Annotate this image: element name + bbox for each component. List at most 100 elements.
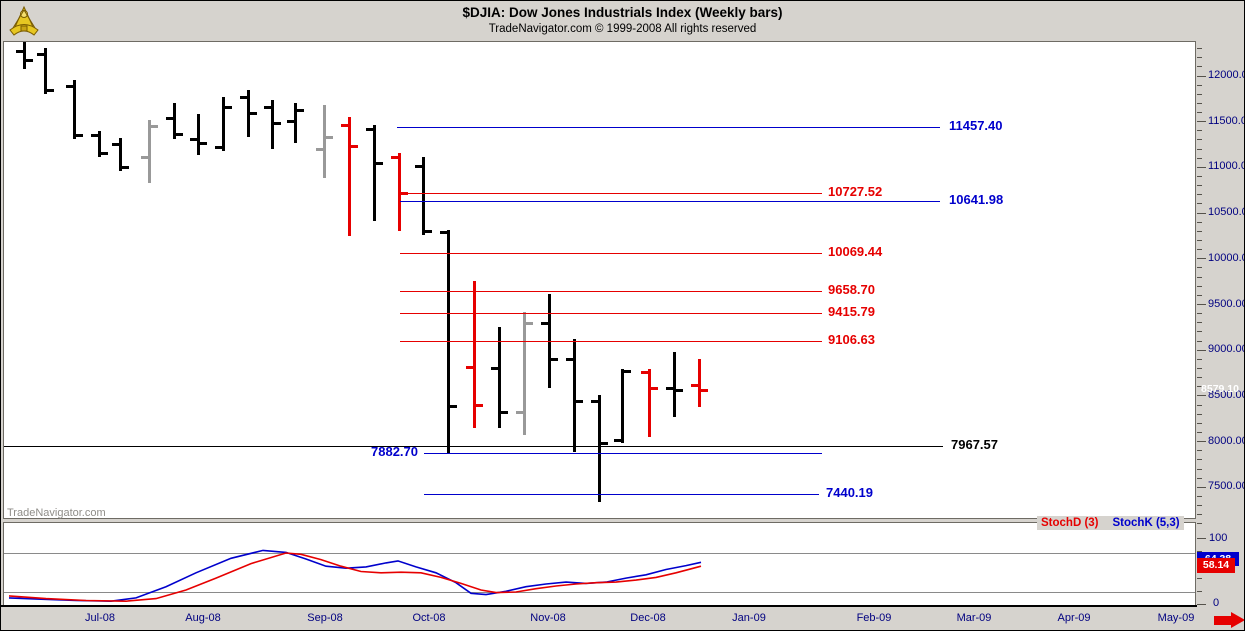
ohlc-bar-stem	[621, 369, 624, 443]
ohlc-close-tick	[501, 411, 508, 415]
ohlc-close-tick	[701, 388, 708, 392]
ohlc-close-tick	[200, 141, 207, 145]
level-line	[400, 290, 822, 292]
ohlc-close-tick	[526, 321, 533, 325]
ohlc-bar-stem	[473, 280, 476, 428]
ohlc-bar-stem	[398, 152, 401, 232]
axis-price-label: 11000.0	[1208, 160, 1245, 173]
level-label: 7440.19	[826, 484, 873, 500]
axis-minor-tick	[1197, 422, 1202, 424]
ohlc-close-tick	[676, 388, 683, 392]
axis-price-label: 7500.00	[1208, 480, 1245, 493]
axis-minor-tick	[1197, 523, 1202, 525]
level-line	[424, 493, 819, 495]
axis-price-label: 8500.00	[1208, 388, 1245, 401]
axis-minor-tick	[1197, 157, 1202, 159]
ohlc-open-tick	[37, 53, 44, 57]
axis-minor-tick	[1197, 377, 1202, 379]
axis-minor-tick	[1197, 367, 1202, 369]
axis-major-tick	[1197, 486, 1206, 488]
ohlc-open-tick	[366, 128, 373, 132]
axis-minor-tick	[1197, 194, 1202, 196]
axis-minor-tick	[1197, 267, 1202, 269]
axis-minor-tick	[1197, 48, 1202, 50]
axis-major-tick	[1197, 441, 1206, 443]
scroll-right-arrow-icon[interactable]	[1214, 616, 1231, 625]
axis-minor-tick	[1197, 139, 1202, 141]
axis-minor-tick	[1197, 413, 1202, 415]
ohlc-close-tick	[450, 405, 457, 409]
time-axis-label: May-09	[1157, 612, 1195, 624]
level-line	[400, 253, 822, 255]
ohlc-bar-stem	[23, 42, 26, 69]
stoch-axis-tick	[1197, 604, 1206, 605]
ohlc-close-tick	[122, 165, 129, 169]
ohlc-bar-stem	[222, 97, 225, 152]
axis-minor-tick	[1197, 57, 1202, 59]
chart-subtitle: TradeNavigator.com © 1999-2008 All right…	[488, 23, 757, 35]
ohlc-bar-stem	[197, 114, 200, 155]
ohlc-bar-stem	[573, 339, 576, 452]
ohlc-bar-stem	[698, 359, 701, 407]
ohlc-open-tick	[264, 106, 271, 110]
axis-minor-tick	[1197, 495, 1202, 497]
ohlc-close-tick	[274, 121, 281, 125]
time-axis-label: Sep-08	[307, 612, 343, 624]
ohlc-open-tick	[591, 400, 598, 404]
ohlc-open-tick	[691, 384, 698, 388]
axis-minor-tick	[1197, 230, 1202, 232]
axis-minor-tick	[1197, 450, 1202, 452]
ohlc-bar-stem	[44, 47, 47, 95]
level-label: 9658.70	[828, 281, 875, 297]
time-axis-label: Jul-08	[85, 612, 115, 624]
scroll-right-arrowhead-icon[interactable]	[1231, 612, 1244, 628]
ohlc-open-tick	[316, 148, 323, 152]
ohlc-bar-stem	[247, 89, 250, 138]
axis-major-tick	[1197, 75, 1206, 77]
stoch-axis-label-100: 100	[1209, 531, 1228, 544]
level-line	[400, 193, 822, 195]
ohlc-open-tick	[341, 124, 348, 128]
ohlc-close-tick	[26, 58, 33, 62]
stochastic-legend: StochD (3) StochK (5,3)	[1037, 516, 1184, 530]
ohlc-close-tick	[576, 400, 583, 404]
time-axis-label: Aug-08	[185, 612, 221, 624]
ohlc-close-tick	[376, 161, 383, 165]
level-line	[424, 453, 822, 455]
ohlc-open-tick	[190, 138, 197, 142]
axis-major-tick	[1197, 349, 1206, 351]
axis-minor-tick	[1197, 130, 1202, 132]
axis-minor-tick	[1197, 102, 1202, 104]
axis-major-tick	[1197, 304, 1206, 305]
axis-minor-tick	[1197, 93, 1202, 95]
legend-stochd[interactable]: StochD (3)	[1041, 517, 1099, 529]
stoch-axis-tick	[1197, 577, 1202, 579]
level-label: 7967.57	[951, 436, 998, 452]
level-line	[4, 445, 943, 447]
axis-minor-tick	[1197, 404, 1202, 406]
ohlc-close-tick	[476, 404, 483, 408]
axis-minor-tick	[1197, 66, 1202, 68]
level-label: 10727.52	[828, 184, 883, 200]
legend-stochk[interactable]: StochK (5,3)	[1112, 517, 1180, 529]
trade-navigator-logo-icon[interactable]	[6, 5, 42, 44]
axis-minor-tick	[1197, 84, 1202, 86]
ohlc-open-tick	[16, 50, 23, 54]
axis-minor-tick	[1197, 285, 1202, 287]
axis-minor-tick	[1197, 322, 1202, 324]
level-line	[400, 313, 822, 315]
axis-minor-tick	[1197, 276, 1202, 278]
ohlc-open-tick	[112, 142, 119, 146]
axis-major-tick	[1197, 166, 1206, 168]
ohlc-bar-stem	[422, 157, 425, 236]
ohlc-bar-stem	[673, 352, 676, 417]
ohlc-bar-stem	[598, 395, 601, 502]
level-label: 9106.63	[828, 332, 875, 348]
ohlc-bar-stem	[73, 79, 76, 140]
ohlc-open-tick	[287, 119, 294, 123]
stochastic-pane	[3, 522, 1196, 606]
ohlc-bar-stem	[548, 293, 551, 388]
axis-price-label: 12000.0	[1208, 69, 1245, 81]
pane-bottom-border	[1, 605, 1197, 607]
